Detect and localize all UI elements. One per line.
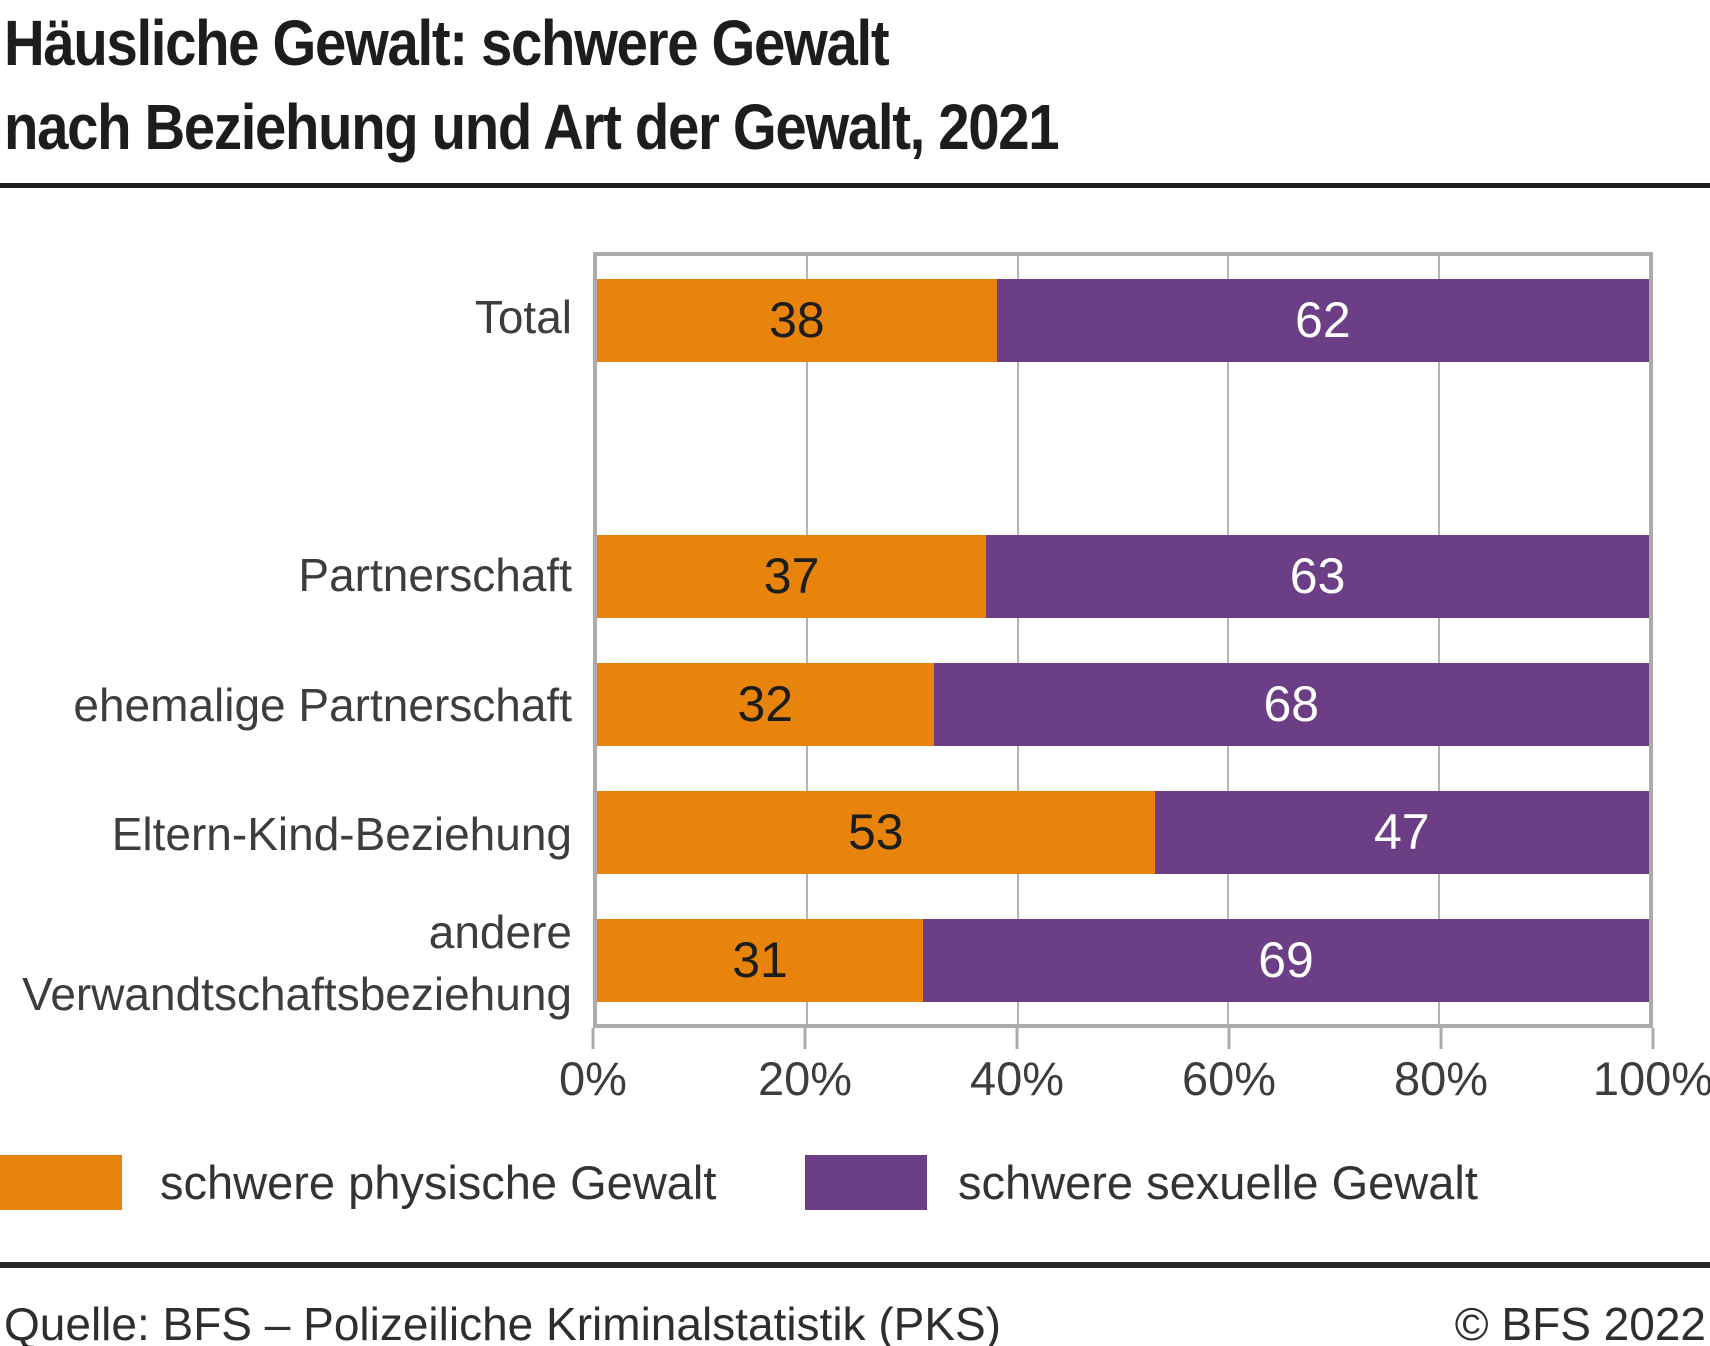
bar-value-label: 37: [763, 548, 820, 604]
bar-segment: 31: [597, 918, 924, 1002]
stacked-bar: 37 63: [597, 534, 1649, 618]
legend-swatch-physische-gewalt: [0, 1155, 122, 1210]
footer-copyright: © BFS 2022: [1454, 1298, 1706, 1346]
bar-value-label: 69: [1258, 932, 1314, 988]
bar-segment: 38: [597, 278, 997, 362]
bar-segment: 68: [933, 662, 1649, 746]
footer-divider: [0, 1262, 1710, 1268]
category-label: Total: [474, 290, 572, 343]
bar-row: 31 69: [597, 896, 1649, 1024]
x-tick: [1439, 1028, 1443, 1049]
x-tick: [1651, 1028, 1655, 1049]
x-tick-label: 80%: [1393, 1052, 1489, 1105]
bar-row: 53 47: [597, 768, 1649, 896]
bar-segment: 53: [597, 790, 1155, 874]
plot-area: 38 62 37 63 32 68 53 47 31 69: [593, 252, 1653, 1028]
bar-value-label: 53: [847, 804, 904, 860]
bar-value-label: 38: [769, 292, 825, 348]
bar-row: 37 63: [597, 512, 1649, 640]
x-tick-label: 60%: [1181, 1052, 1277, 1105]
bar-value-label: 68: [1263, 676, 1320, 732]
bar-segment: 37: [597, 534, 987, 618]
x-tick-label: 0%: [559, 1052, 627, 1105]
gridline-80: [1437, 256, 1440, 1024]
gridline-60: [1227, 256, 1230, 1024]
page-title-line2: nach Beziehung und Art der Gewalt, 2021: [4, 91, 1060, 163]
x-tick: [591, 1028, 595, 1049]
title-divider: [0, 183, 1710, 188]
bar-segment: 63: [986, 534, 1649, 618]
bar-value-label: 31: [732, 932, 788, 988]
stacked-bar: 53 47: [597, 790, 1649, 874]
page-title-line1: Häusliche Gewalt: schwere Gewalt: [4, 7, 890, 79]
bar-row: 32 68: [597, 640, 1649, 768]
category-label: Partnerschaft: [298, 549, 572, 602]
category-label: ehemalige Partnerschaft: [73, 678, 572, 731]
footer-source: Quelle: BFS – Polizeiliche Kriminalstati…: [4, 1298, 1001, 1346]
legend-label-physische-gewalt: schwere physische Gewalt: [160, 1156, 717, 1209]
bar-value-label: 47: [1373, 804, 1430, 860]
page-title: Häusliche Gewalt: schwere Gewalt nach Be…: [4, 1, 1060, 169]
x-tick-label: 40%: [969, 1052, 1065, 1105]
bar-value-label: 62: [1295, 292, 1351, 348]
bar-value-label: 63: [1289, 548, 1346, 604]
gridline-40: [1016, 256, 1019, 1024]
bar-rows: 38 62 37 63 32 68 53 47 31 69: [597, 256, 1649, 1024]
stacked-bar: 32 68: [597, 662, 1649, 746]
legend-swatch-sexuelle-gewalt: [805, 1155, 927, 1210]
bar-segment: 47: [1154, 790, 1649, 874]
stacked-bar: 38 62: [597, 278, 1649, 362]
x-tick: [803, 1028, 807, 1049]
category-label: Eltern-Kind-Beziehung: [111, 808, 572, 860]
category-label: andere Verwandtschaftsbeziehung: [22, 906, 572, 1021]
legend-label-sexuelle-gewalt: schwere sexuelle Gewalt: [958, 1156, 1478, 1209]
x-tick-label: 100%: [1592, 1052, 1710, 1105]
stacked-bar: 31 69: [597, 918, 1649, 1002]
bar-segment: 32: [597, 662, 934, 746]
x-tick: [1015, 1028, 1019, 1049]
x-tick: [1227, 1028, 1231, 1049]
bar-segment: 62: [996, 278, 1649, 362]
gridline-20: [806, 256, 809, 1024]
bar-segment: 69: [923, 918, 1649, 1002]
bar-value-label: 32: [737, 676, 794, 732]
empty-row: [597, 384, 1649, 512]
bar-row: 38 62: [597, 256, 1649, 384]
x-tick-label: 20%: [757, 1052, 853, 1105]
